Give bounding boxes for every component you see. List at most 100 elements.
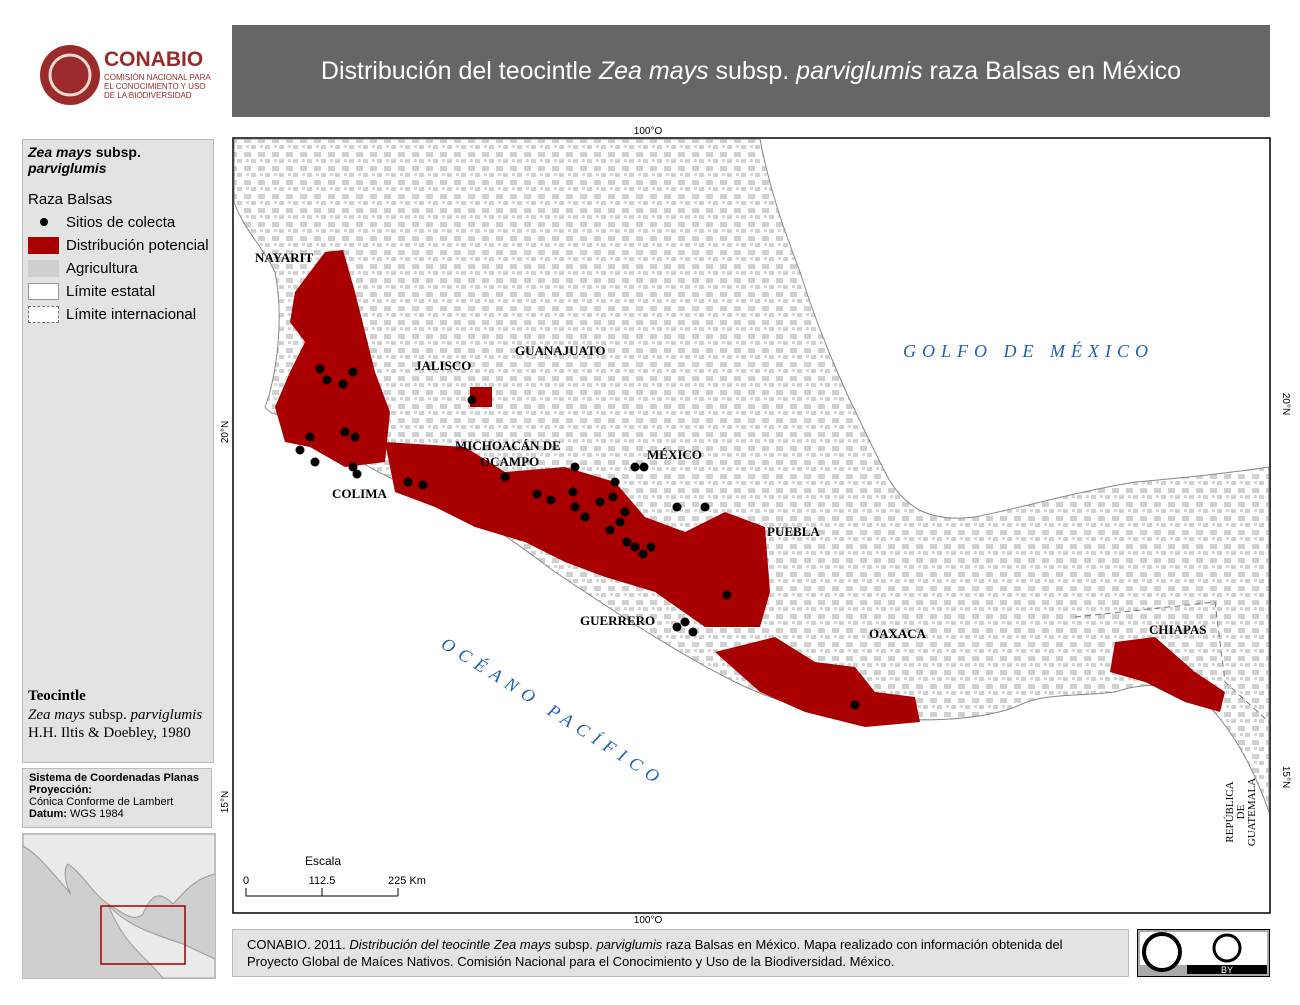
legend-item: Sitios de colecta [28,213,175,231]
international-boundary [1074,601,1270,723]
citation-part: parviglumis [596,937,663,952]
distribution-area [1110,637,1225,712]
logo-emblem-ring [48,53,92,97]
legend: Zea mays subsp. parviglumis Raza Balsas … [22,139,214,763]
state-label: CHIAPAS [1149,622,1207,637]
collection-site [338,379,348,389]
collection-site [630,462,640,472]
legend-species-part: subsp. [91,144,145,160]
cc-icon [1142,932,1182,972]
collection-site [672,502,682,512]
title-part: Zea mays [598,56,709,85]
legend-label: Distribución potencial [66,236,209,254]
inset-map [22,833,216,979]
projection-system: Sistema de Coordenadas Planas [29,772,199,784]
collection-site [570,462,580,472]
state-label: COLIMA [332,486,388,501]
collection-site [580,512,590,522]
collection-sites [295,364,860,710]
legend-item: Agricultura [28,259,138,277]
collection-site [595,497,605,507]
license-badge: BY [1137,929,1270,977]
citation: CONABIO. 2011. Distribución del teocintl… [232,929,1129,977]
collection-site [620,507,630,517]
collection-site [608,492,618,502]
title: Distribución del teocintle Zea mays subs… [321,57,1181,86]
collection-site [352,469,362,479]
collection-site [350,432,360,442]
taxon-authority: H.H. Iltis & Doebley, 1980 [28,725,191,741]
projection-datum: Datum: WGS 1984 [29,808,205,820]
collection-site [532,489,542,499]
collection-site [680,617,690,627]
distribution-area [385,442,770,627]
collection-site [610,477,620,487]
collection-site [630,542,640,552]
collection-site [418,480,428,490]
license-label: BY [1221,965,1233,975]
collection-site [638,549,648,559]
taxon-heading: Teocintle [28,688,86,704]
country-label: DE [1235,804,1247,819]
gulf-label: GOLFO DE MÉXICO [903,340,1154,361]
collection-site [348,367,358,377]
title-part: Distribución del teocintle [320,56,599,85]
scale-label: 112.5 [309,875,336,887]
legend-item: Límite internacional [28,305,196,323]
datum-label: Datum: [29,808,67,820]
logo-line: EL CONOCIMIENTO Y USO [104,82,206,91]
logo: CONABIO COMISIÓN NACIONAL PARA EL CONOCI… [40,45,211,105]
title-part: parviglumis [796,56,923,85]
collection-site [340,427,350,437]
collection-site [305,432,315,442]
projection-label: Proyección: [29,784,92,796]
legend-swatch [28,305,59,323]
legend-label: Agricultura [66,259,138,277]
projection-value: Cónica Conforme de Lambert [29,796,174,808]
legend-item: Distribución potencial [28,236,209,254]
state-label: MÉXICO [647,447,702,462]
graticule-label: 15°N [1280,766,1291,788]
datum-value: WGS 1984 [69,808,124,820]
collection-site [850,700,860,710]
legend-label: Límite estatal [66,282,156,300]
badge-strip [1187,965,1267,974]
legend-swatch [28,214,59,231]
state-label: JALISCO [415,358,471,373]
graticule-label: 15°N [220,791,231,813]
scale-title: Escala [305,854,341,868]
collection-site [348,462,358,472]
collection-site [700,502,710,512]
title-bar: Distribución del teocintle Zea mays subs… [232,25,1270,117]
graticule-label: 100°O [634,126,663,137]
state-label: NAYARIT [255,250,314,265]
state-label: GUERRERO [580,613,655,628]
legend-species: Zea mays subsp. parviglumis [28,144,208,176]
legend-group: Raza Balsas [28,191,113,208]
collection-site [615,517,625,527]
title-part: raza Balsas en México [922,56,1182,85]
collection-site [546,495,556,505]
graticule-label: 20°N [220,421,231,443]
state-label: MICHOACÁN DE [455,438,561,453]
collection-site [672,622,682,632]
collection-site [570,502,580,512]
citation-part: CONABIO. 2011. [247,937,350,952]
distribution-area [715,637,920,727]
graticule-label: 20°N [1280,393,1291,415]
legend-item: Límite estatal [28,282,155,300]
country-label: REPÚBLICA [1224,781,1236,842]
logo-name: CONABIO [104,48,203,71]
collection-site [622,537,632,547]
legend-label: Límite internacional [66,305,197,323]
collection-site [605,525,615,535]
collection-site [568,487,578,497]
logo-line: COMISIÓN NACIONAL PARA [104,73,211,82]
collection-site [310,457,320,467]
main-map: NAYARIT JALISCO GUANAJUATO MICHOACÁN DE … [220,126,1291,926]
distribution-area [275,250,390,467]
citation-part: Distribución del teocintle Zea mays [349,937,551,952]
graticule-label: 100°O [634,915,663,926]
legend-species-part: Zea mays [28,144,92,160]
